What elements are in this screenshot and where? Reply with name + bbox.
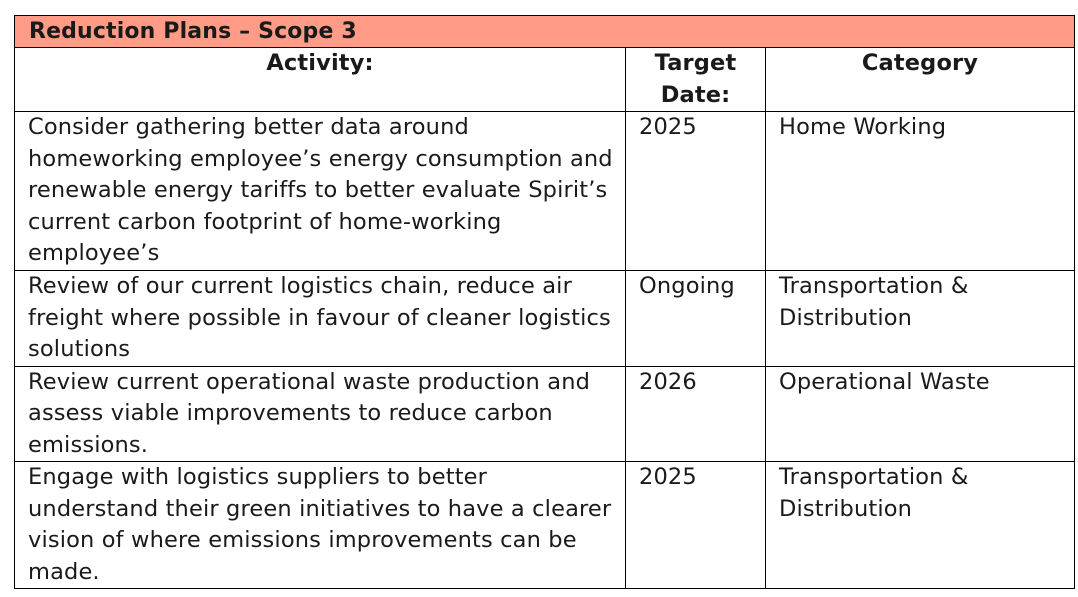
table-title-row: Reduction Plans – Scope 3 — [13, 15, 1076, 48]
table-row: Consider gathering better data around ho… — [14, 111, 1076, 271]
activity-cell: Engage with logistics suppliers to bette… — [14, 461, 626, 589]
target-date-cell: 2026 — [625, 365, 766, 462]
column-header-row: Activity: Target Date: Category — [14, 47, 1076, 112]
activity-cell: Review current operational waste product… — [14, 365, 626, 462]
table-row: Engage with logistics suppliers to bette… — [14, 461, 1076, 589]
target-date-cell: 2025 — [625, 111, 766, 271]
column-header-target-date: Target Date: — [625, 47, 766, 112]
category-cell: Home Working — [764, 111, 1076, 271]
category-cell: Operational Waste — [764, 365, 1076, 462]
category-cell: Transportation & Distribution — [764, 270, 1076, 367]
table-row: Review of our current logistics chain, r… — [14, 270, 1076, 367]
activity-cell: Review of our current logistics chain, r… — [14, 270, 626, 367]
activity-cell: Consider gathering better data around ho… — [14, 111, 626, 271]
table-title: Reduction Plans – Scope 3 — [13, 15, 1076, 48]
reduction-plans-table: Reduction Plans – Scope 3 Activity: Targ… — [13, 15, 1076, 589]
column-header-category: Category — [764, 47, 1076, 112]
target-date-cell: 2025 — [625, 461, 766, 589]
category-cell: Transportation & Distribution — [764, 461, 1076, 589]
target-date-cell: Ongoing — [625, 270, 766, 367]
column-header-activity: Activity: — [14, 47, 626, 112]
table-row: Review current operational waste product… — [14, 365, 1076, 462]
